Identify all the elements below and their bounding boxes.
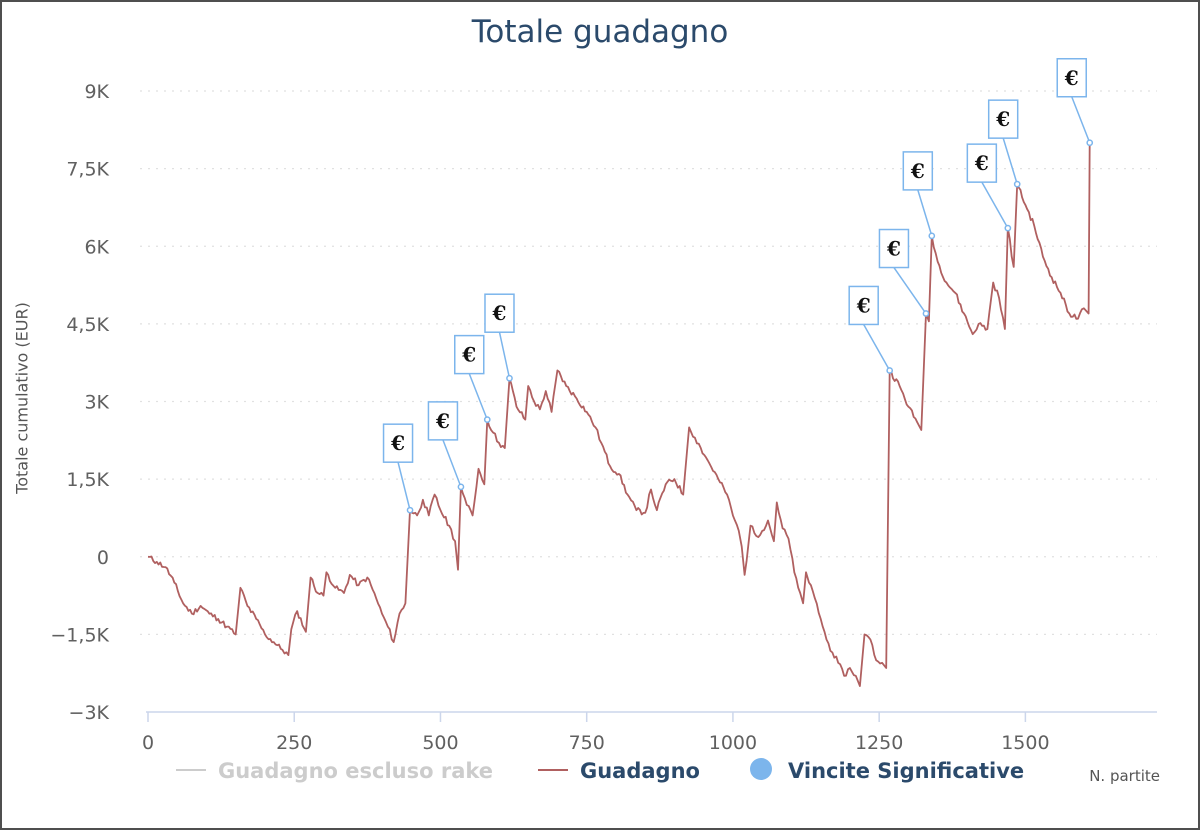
flag-label: € (995, 107, 1010, 131)
legend: Guadagno escluso rake Guadagno Vincite Sig… (176, 758, 1024, 783)
x-axis: 0 250 500 750 1000 1250 1500 (142, 711, 1157, 754)
flag-box (902, 151, 934, 191)
y-tick-label: 1,5K (66, 469, 109, 491)
flag-point (928, 232, 936, 240)
significant-win-flag[interactable]: € (454, 334, 491, 423)
legend-label: Vincite Significative (788, 759, 1024, 783)
flag-point (506, 374, 513, 382)
y-tick-label: 0 (97, 547, 109, 569)
flag-box (987, 99, 1019, 139)
flag-connector (468, 373, 488, 420)
flag-point (483, 416, 491, 423)
x-tick-label: 1000 (709, 732, 757, 754)
flag-box (878, 228, 910, 269)
flag-connector (397, 461, 411, 511)
flag-connector (917, 189, 933, 237)
flag-label: € (435, 409, 450, 433)
y-tick-label: −1,5K (50, 624, 109, 646)
significant-win-flag[interactable]: € (966, 143, 1012, 232)
flag-box (966, 143, 998, 183)
flag-point (1086, 139, 1094, 147)
significant-win-flag[interactable]: € (382, 423, 414, 514)
flag-box (382, 423, 414, 463)
significant-win-flag[interactable]: € (878, 228, 930, 317)
flag-point (457, 483, 465, 491)
significant-win-flag[interactable]: € (902, 151, 936, 240)
significant-win-flag[interactable]: € (848, 285, 894, 374)
flag-box (1056, 58, 1087, 98)
flag-box (427, 401, 459, 441)
flag-connector (981, 181, 1009, 229)
y-axis-ticks: −3K −1,5K 0 1,5K 3K 4,5K 6K 7,5K 9K (50, 81, 109, 724)
x-axis-title: N. partite (1089, 767, 1160, 785)
legend-item[interactable]: Guadagno (538, 759, 700, 783)
significant-win-flag[interactable]: € (1056, 58, 1094, 147)
flag-box (484, 293, 515, 333)
flag-connector (863, 324, 891, 371)
significant-win-flag[interactable]: € (427, 401, 465, 491)
flag-point (1013, 180, 1021, 188)
flag-label: € (856, 293, 871, 317)
x-tick-label: 750 (569, 732, 605, 754)
legend-label: Guadagno (580, 759, 700, 783)
significant-win-flag[interactable]: € (484, 293, 515, 382)
series-layer (147, 142, 1091, 687)
x-tick-label: 1500 (1001, 732, 1049, 754)
x-tick-label: 250 (276, 732, 312, 754)
flags-layer: €€€€ €€€ €€€ (382, 58, 1094, 514)
x-tick-label: 1250 (855, 732, 903, 754)
x-tick-label: 0 (142, 732, 154, 754)
flag-label: € (1064, 66, 1079, 90)
flag-label: € (974, 151, 989, 175)
y-tick-label: 4,5K (66, 314, 109, 336)
flag-label: € (461, 343, 476, 367)
y-tick-label: 3K (84, 392, 109, 414)
x-tick-label: 500 (422, 732, 458, 754)
flag-connector (1002, 137, 1018, 185)
flag-box (848, 285, 879, 326)
flag-point (406, 506, 414, 514)
grid-lines (140, 90, 1157, 635)
flag-label: € (910, 159, 925, 183)
flag-point (922, 310, 930, 317)
legend-label: Guadagno escluso rake (218, 759, 493, 783)
y-tick-label: 6K (84, 236, 109, 258)
y-tick-label: 7,5K (66, 159, 109, 181)
flag-connector (498, 332, 511, 379)
legend-item[interactable]: Vincite Significative (750, 758, 1024, 783)
flag-label: € (886, 237, 901, 261)
flag-connector (893, 267, 927, 314)
chart-title: Totale guadagno (471, 14, 729, 50)
y-tick-label: 9K (84, 81, 109, 103)
flag-connector (1071, 96, 1091, 144)
legend-item[interactable]: Guadagno escluso rake (176, 759, 493, 783)
y-tick-label: −3K (69, 702, 110, 724)
flag-point (886, 367, 894, 374)
flag-point (1004, 224, 1012, 232)
flag-label: € (492, 301, 507, 325)
series-line-guadagno (147, 142, 1091, 687)
flag-box (454, 334, 485, 375)
significant-win-flag[interactable]: € (987, 99, 1021, 188)
flag-connector (442, 439, 462, 488)
legend-symbol (750, 758, 772, 780)
flag-label: € (390, 431, 405, 455)
